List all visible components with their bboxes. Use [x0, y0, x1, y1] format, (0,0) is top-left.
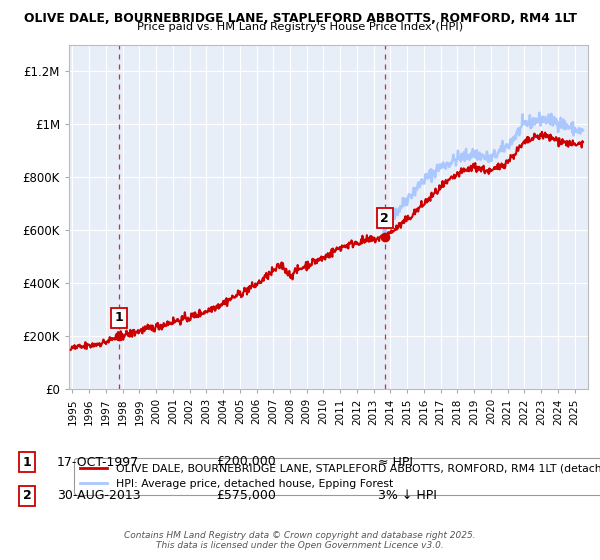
Text: Contains HM Land Registry data © Crown copyright and database right 2025.
This d: Contains HM Land Registry data © Crown c… [124, 530, 476, 550]
Text: 30-AUG-2013: 30-AUG-2013 [57, 489, 140, 502]
Text: 3% ↓ HPI: 3% ↓ HPI [378, 489, 437, 502]
Text: Price paid vs. HM Land Registry's House Price Index (HPI): Price paid vs. HM Land Registry's House … [137, 22, 463, 32]
Text: 2: 2 [23, 489, 31, 502]
Text: OLIVE DALE, BOURNEBRIDGE LANE, STAPLEFORD ABBOTTS, ROMFORD, RM4 1LT: OLIVE DALE, BOURNEBRIDGE LANE, STAPLEFOR… [23, 12, 577, 25]
Text: 1: 1 [23, 455, 31, 469]
Text: £200,000: £200,000 [216, 455, 276, 469]
Text: 17-OCT-1997: 17-OCT-1997 [57, 455, 139, 469]
Text: 2: 2 [380, 212, 389, 225]
Text: £575,000: £575,000 [216, 489, 276, 502]
Text: 1: 1 [115, 311, 124, 324]
Text: ≈ HPI: ≈ HPI [378, 455, 413, 469]
Legend: OLIVE DALE, BOURNEBRIDGE LANE, STAPLEFORD ABBOTTS, ROMFORD, RM4 1LT (detached ho: OLIVE DALE, BOURNEBRIDGE LANE, STAPLEFOR… [74, 458, 600, 494]
